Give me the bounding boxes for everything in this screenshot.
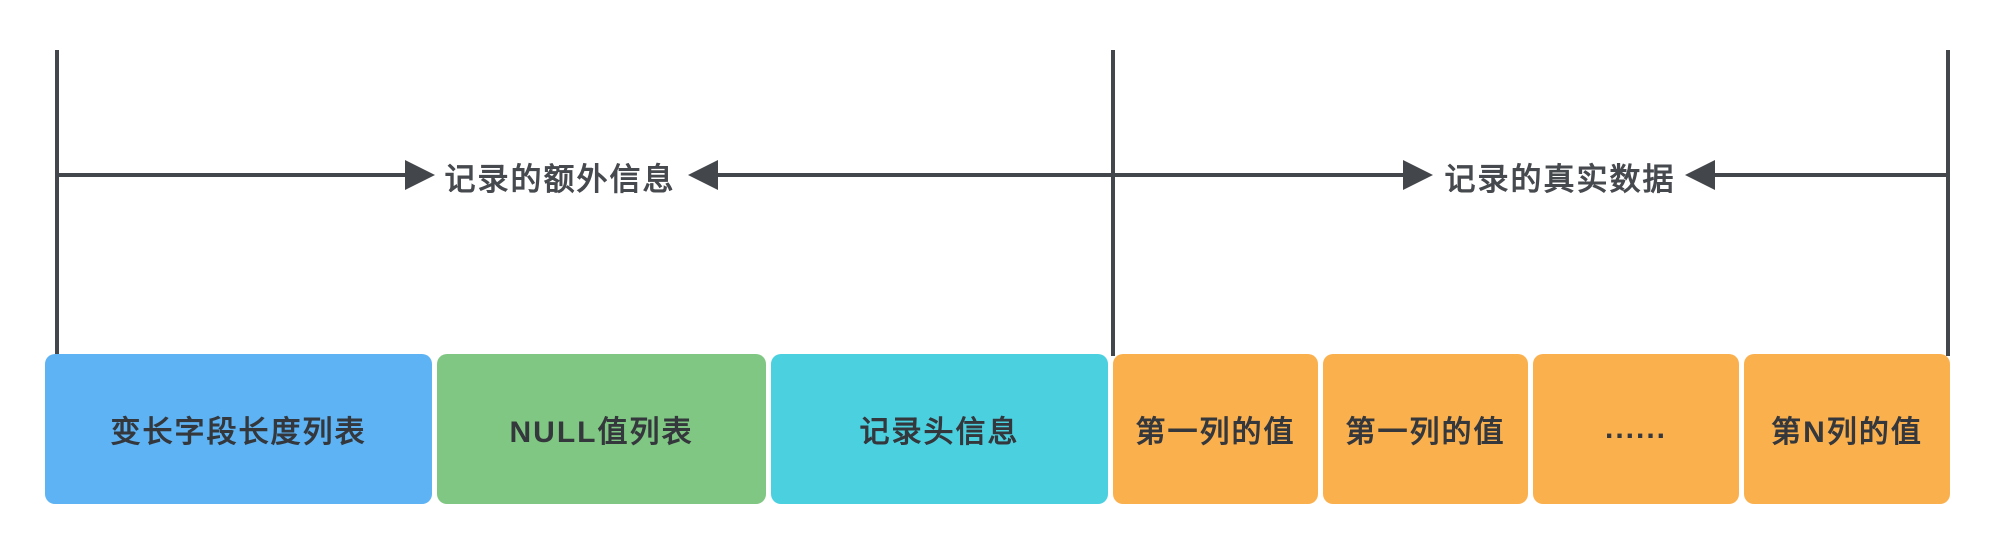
block-label: ...... <box>1604 412 1667 445</box>
block-column1-value-2: 第一列的值 <box>1323 354 1528 504</box>
group-label-extra-info: 记录的额外信息 <box>444 161 676 197</box>
block-columnN-value: 第N列的值 <box>1744 354 1950 504</box>
boundary-line-right <box>1946 50 1950 356</box>
boundary-line-left <box>55 50 59 356</box>
block-label: 第一列的值 <box>1345 416 1506 449</box>
arrow-shaft <box>1113 173 1403 177</box>
arrow-shaft <box>718 173 1113 177</box>
arrow-shaft <box>1715 173 1948 177</box>
block-label: 变长字段长度列表 <box>110 416 367 449</box>
arrowhead-right-icon <box>405 160 435 190</box>
arrowhead-left-icon <box>1685 160 1715 190</box>
block-label: 记录头信息 <box>859 416 1020 449</box>
block-label: 第一列的值 <box>1135 416 1296 449</box>
arrow-shaft <box>57 173 405 177</box>
block-null-list: NULL值列表 <box>437 354 766 504</box>
group-label-real-data: 记录的真实数据 <box>1444 161 1676 197</box>
block-record-header: 记录头信息 <box>771 354 1108 504</box>
block-ellipsis: ...... <box>1533 354 1739 504</box>
block-var-length-list: 变长字段长度列表 <box>45 354 432 504</box>
arrowhead-right-icon <box>1403 160 1433 190</box>
arrowhead-left-icon <box>688 160 718 190</box>
block-label: 第N列的值 <box>1771 416 1923 449</box>
block-column1-value: 第一列的值 <box>1113 354 1318 504</box>
boundary-line-middle <box>1111 50 1115 356</box>
block-label: NULL值列表 <box>509 416 694 449</box>
